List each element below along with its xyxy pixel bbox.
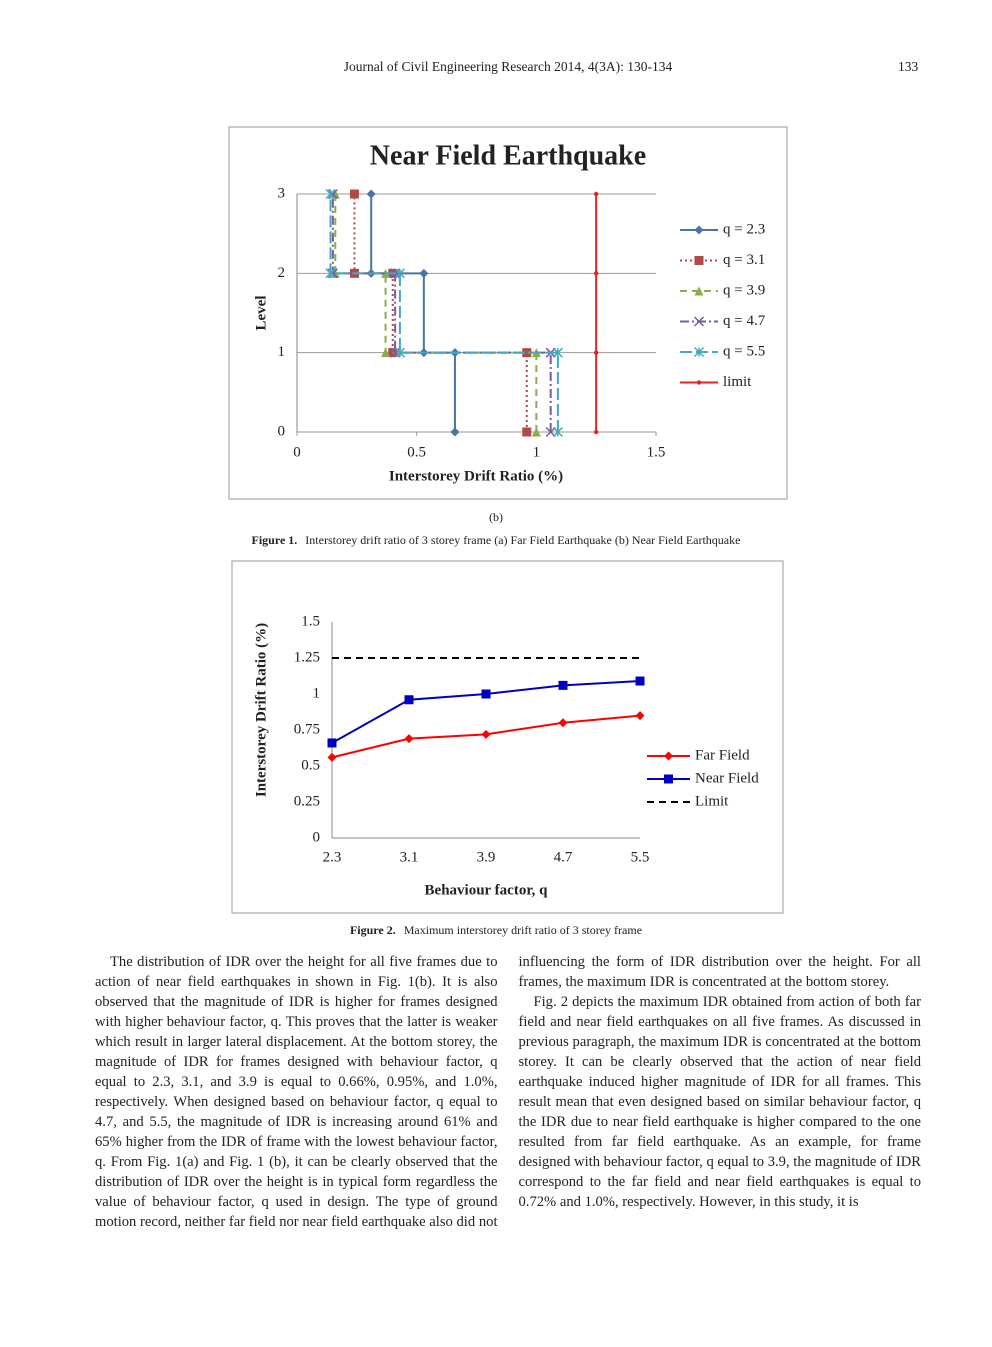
marker [481, 729, 491, 739]
x-tick-label: 0.5 [407, 444, 426, 460]
marker [545, 426, 556, 438]
marker [450, 427, 460, 437]
journal-header: Journal of Civil Engineering Research 20… [343, 59, 673, 74]
marker [531, 427, 541, 437]
y-tick-label: 2 [278, 265, 286, 281]
marker [481, 689, 491, 699]
marker [404, 695, 414, 705]
legend-marker [696, 380, 702, 385]
series-line [331, 194, 552, 432]
marker [552, 347, 563, 358]
chart-title: Near Field Earthquake [370, 140, 646, 171]
series-line [370, 194, 456, 432]
series-line [334, 194, 538, 432]
x-tick-label: 1 [533, 444, 541, 460]
body-text: The distribution of IDR over the height … [95, 952, 921, 1252]
marker [394, 347, 405, 358]
x-tick-label: 2.3 [323, 849, 342, 865]
marker [593, 429, 599, 435]
x-tick-label: 3.1 [400, 849, 419, 865]
legend-label: Near Field [695, 770, 759, 786]
marker [366, 189, 376, 199]
paragraph: The distribution of IDR over the height … [95, 954, 921, 1230]
figure1-frame [228, 126, 788, 500]
y-tick-label: 0.5 [301, 757, 320, 773]
legend-label: q = 5.5 [723, 343, 765, 359]
figure1-label: Figure 1. [251, 533, 298, 547]
y-axis-label: Interstorey Drift Ratio (%) [253, 623, 269, 797]
figure1-caption: Figure 1. Interstorey drift ratio of 3 st… [0, 533, 992, 548]
y-tick-label: 1 [278, 344, 286, 360]
marker [349, 189, 359, 199]
marker [381, 348, 391, 358]
x-tick-label: 3.9 [477, 849, 496, 865]
marker [394, 268, 405, 279]
marker [522, 427, 532, 437]
marker [593, 350, 599, 355]
marker [327, 752, 337, 762]
marker [404, 734, 414, 744]
marker [635, 711, 645, 721]
y-tick-label: 0.75 [294, 721, 320, 737]
x-axis-label: Interstorey Drift Ratio (%) [389, 468, 563, 484]
marker [558, 680, 568, 690]
y-tick-label: 0.25 [294, 793, 320, 809]
figure2-label: Figure 2. [349, 923, 396, 937]
marker [325, 268, 336, 279]
paragraph: Fig. 2 depicts the maximum IDR obtained … [518, 994, 922, 1210]
y-axis-label: Level [253, 296, 269, 331]
legend-marker [664, 774, 673, 784]
legend-marker [694, 286, 704, 296]
marker [390, 347, 401, 358]
legend-label: limit [723, 374, 752, 390]
marker [593, 271, 599, 276]
legend-label: q = 2.3 [723, 221, 765, 237]
y-tick-label: 1.5 [301, 613, 320, 629]
legend-marker [694, 256, 704, 265]
marker [635, 676, 645, 686]
legend-marker [694, 225, 704, 235]
marker [325, 188, 336, 200]
page-number: 133 [898, 59, 919, 74]
y-tick-label: 1 [313, 685, 321, 701]
figure2-frame [231, 560, 784, 914]
x-tick-label: 5.5 [631, 849, 650, 865]
y-tick-label: 1.25 [294, 649, 320, 665]
legend-label: Far Field [695, 747, 750, 763]
legend-label: q = 3.9 [723, 282, 765, 298]
legend-label: q = 3.1 [723, 252, 765, 268]
figure2-caption: Figure 2. Maximum interstorey drift ratio… [0, 923, 992, 938]
legend-marker [693, 346, 705, 358]
figure2-text: Maximum interstorey drift ratio of 3 sto… [403, 923, 643, 937]
figure1-text: Interstorey drift ratio of 3 storey fram… [305, 533, 741, 547]
marker [552, 426, 563, 438]
marker [558, 718, 568, 728]
figures: Near Field Earthquake 0 1 2 3 0 0.5 1 1.5 Interst… [228, 126, 788, 914]
legend-marker [664, 751, 673, 761]
marker [593, 191, 599, 197]
legend-label: q = 4.7 [723, 313, 766, 329]
series-line [353, 194, 528, 432]
x-tick-label: 4.7 [554, 849, 573, 865]
marker [419, 268, 429, 278]
x-tick-label: 1.5 [647, 444, 666, 460]
series-line [329, 194, 559, 432]
figure1-sublabel: (b) [489, 510, 503, 524]
x-axis-label: Behaviour factor, q [425, 882, 549, 898]
y-tick-label: 0 [313, 829, 321, 845]
x-tick-label: 0 [293, 444, 301, 460]
marker [327, 738, 337, 748]
y-tick-label: 3 [278, 185, 286, 201]
legend-marker [693, 316, 705, 327]
legend-label: Limit [695, 793, 729, 809]
y-tick-label: 0 [278, 423, 286, 439]
